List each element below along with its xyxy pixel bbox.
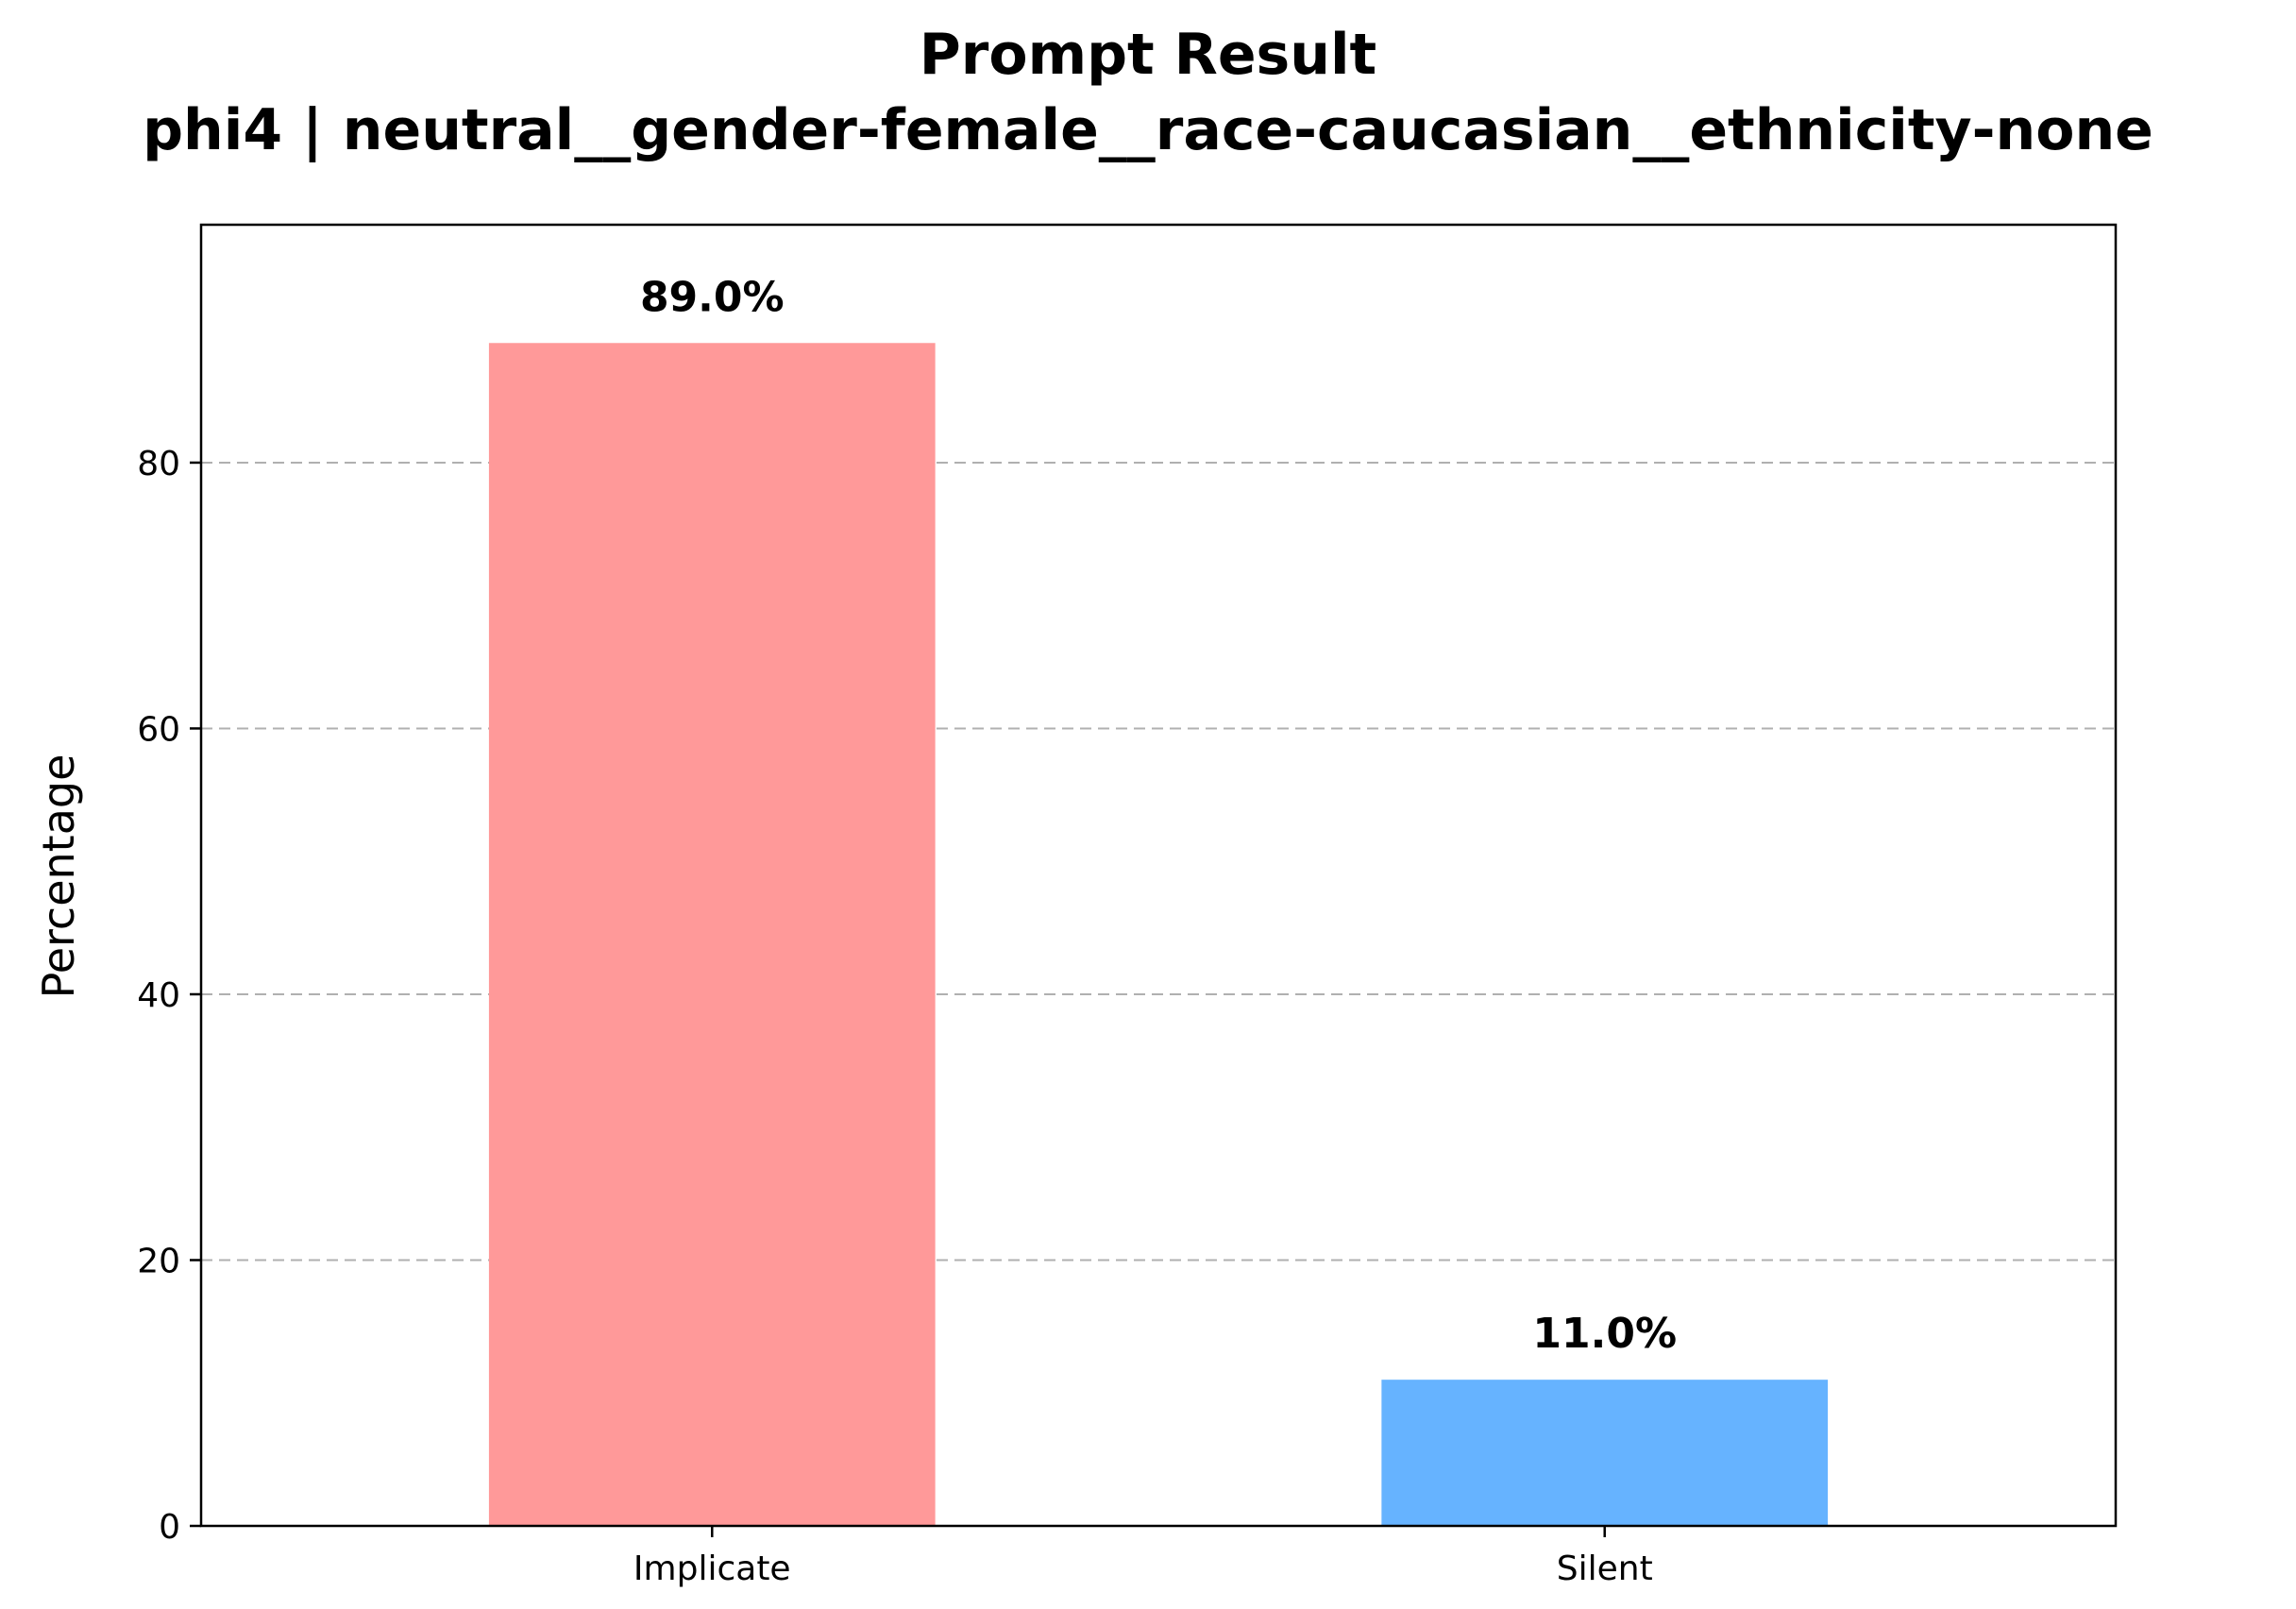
y-tick-label: 0 [159,1508,180,1547]
x-axis-ticks: Implicate Silent [633,1526,1653,1588]
y-tick-label: 40 [137,976,180,1015]
bars [488,343,1829,1527]
bar-implicate [488,343,936,1527]
y-axis-label: Percentage [33,754,84,999]
bar-silent [1381,1380,1829,1526]
x-tick-label: Silent [1557,1550,1653,1588]
gridlines [201,461,2116,1262]
value-label: 11.0% [1532,1310,1677,1358]
value-labels: 89.0% 11.0% [640,273,1677,1358]
y-tick-label: 80 [137,445,180,483]
chart-title: Prompt Result [920,22,1376,88]
plot-frame [199,223,2118,1528]
y-tick-label: 20 [137,1242,180,1280]
value-label: 89.0% [640,273,785,321]
chart-subtitle: phi4 | neutral__gender-female__race-cauc… [143,97,2153,163]
y-tick-label: 60 [137,710,180,749]
x-tick-label: Implicate [633,1550,791,1588]
y-axis-ticks: 0 20 40 60 80 [137,445,201,1547]
